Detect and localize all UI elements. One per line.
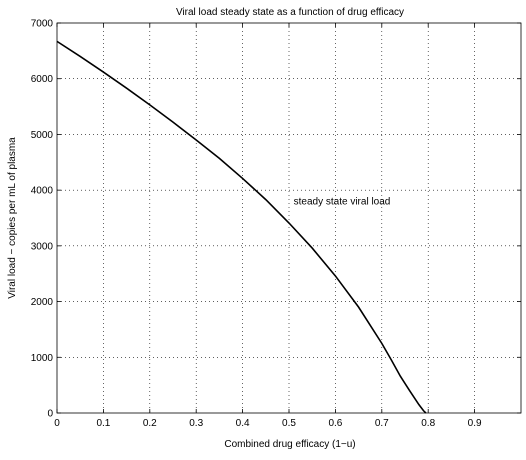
y-axis-label: Viral load − copies per mL of plasma [7, 137, 18, 299]
y-tick-label: 4000 [31, 186, 54, 197]
annotation-label: steady state viral load [294, 196, 391, 207]
x-tick-label: 0.1 [96, 418, 110, 429]
y-axis: 0 1000 2000 3000 4000 5000 6000 7000 [31, 19, 521, 420]
y-tick-label: 1000 [31, 353, 54, 364]
plot-frame [56, 22, 522, 414]
x-tick-label: 0 [54, 418, 60, 429]
annotations: steady state viral load [294, 196, 391, 207]
y-tick-label: 3000 [31, 241, 54, 252]
y-tick-label: 0 [47, 409, 53, 420]
series-line [56, 40, 427, 414]
x-tick-label: 0.6 [328, 418, 342, 429]
x-tick-label: 0.9 [468, 418, 482, 429]
x-tick-label: 0.5 [282, 418, 296, 429]
x-tick-label: 0.2 [143, 418, 157, 429]
series-layer [56, 40, 427, 414]
x-tick-label: 0.7 [375, 418, 389, 429]
y-tick-label: 6000 [31, 74, 54, 85]
x-tick-label: 0.4 [236, 418, 250, 429]
chart-title: Viral load steady state as a function of… [176, 7, 404, 18]
x-axis: 0 0.1 0.2 0.3 0.4 0.5 0.6 0.7 0.8 0.9 [54, 23, 482, 429]
y-tick-label: 2000 [31, 297, 54, 308]
x-tick-label: 0.8 [421, 418, 435, 429]
y-tick-label: 5000 [31, 130, 54, 141]
x-axis-label: Combined drug efficacy (1−u) [224, 439, 355, 450]
x-tick-label: 0.3 [189, 418, 203, 429]
grid [57, 23, 521, 413]
y-tick-label: 7000 [31, 19, 54, 30]
